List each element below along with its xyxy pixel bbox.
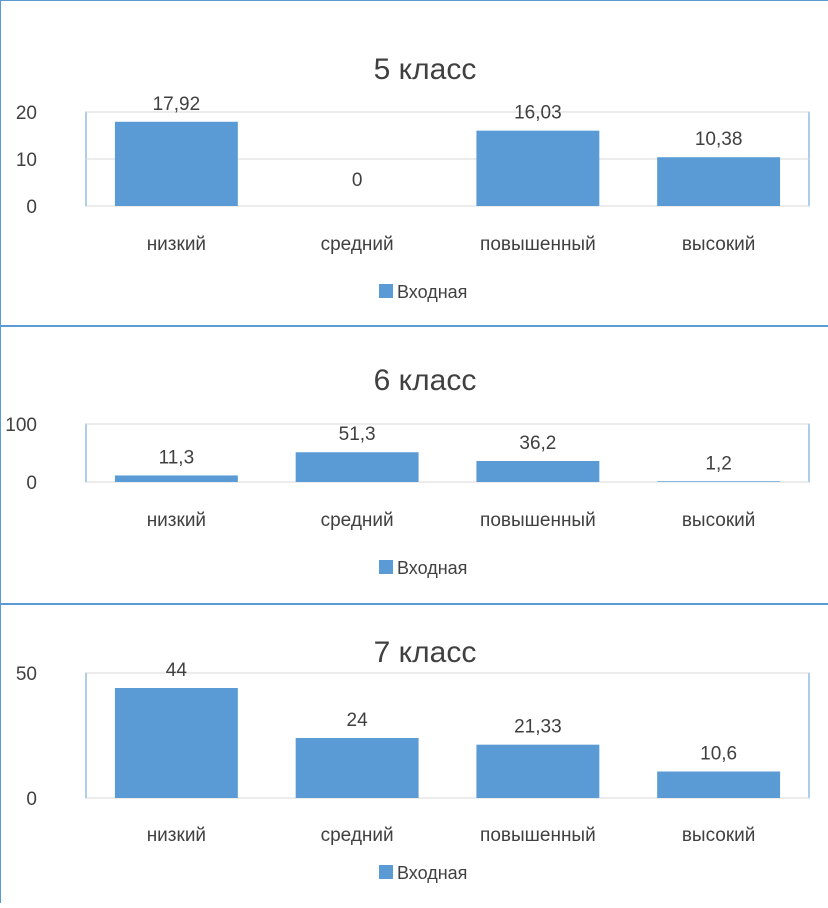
chart-panel-7-class: 7 класс 0 50 44 низкий 24 средний 21,33 повышенн…	[0, 605, 828, 903]
bar	[657, 481, 781, 482]
x-tick-label: повышенный	[480, 234, 596, 255]
x-tick-label: средний	[321, 510, 394, 531]
x-tick-label: высокий	[682, 510, 756, 531]
chart-panel-6-class: 6 класс 0 100 11,3 низкий 51,3 средний 36,2 повы…	[0, 327, 828, 605]
x-tick-label: повышенный	[480, 825, 596, 846]
bar	[657, 157, 781, 206]
chart-5-class: 5 класс 0 10 20 17,92 низкий 0 средний 16,03 повы…	[16, 53, 810, 302]
data-label: 21,33	[514, 717, 562, 738]
data-label: 16,03	[514, 103, 562, 124]
data-label: 36,2	[519, 433, 556, 454]
x-tick-label: высокий	[682, 234, 756, 255]
y-tick-label: 100	[5, 415, 37, 436]
chart-panel-5-class: 5 класс 0 10 20 17,92 низкий 0 средний 16,03 повы…	[0, 0, 828, 327]
x-tick-label: низкий	[147, 234, 206, 255]
y-tick-label: 0	[26, 197, 37, 218]
x-tick-label: средний	[321, 825, 394, 846]
bar	[657, 771, 781, 798]
data-label: 10,38	[695, 129, 743, 150]
data-label: 17,92	[153, 94, 201, 115]
y-tick-label: 20	[16, 103, 37, 124]
plot-area-border	[85, 423, 810, 483]
data-label: 51,3	[339, 424, 376, 445]
y-tick-label: 50	[16, 664, 37, 685]
data-label: 1,2	[705, 453, 731, 474]
legend-label: Входная	[397, 863, 467, 883]
bar	[295, 738, 419, 798]
bar	[114, 121, 238, 206]
chart-title: 5 класс	[374, 53, 477, 86]
x-tick-label: высокий	[682, 825, 756, 846]
x-tick-label: низкий	[147, 510, 206, 531]
bar	[476, 744, 600, 798]
data-label: 11,3	[159, 447, 195, 468]
bar	[295, 452, 419, 482]
legend-swatch	[379, 284, 393, 298]
bar	[114, 688, 238, 798]
chart-title: 7 класс	[374, 636, 477, 669]
legend-swatch	[379, 560, 393, 574]
y-tick-label: 10	[16, 150, 37, 171]
legend-label: Входная	[397, 282, 467, 302]
data-label: 44	[166, 660, 188, 681]
data-label: 24	[347, 710, 369, 731]
x-tick-label: низкий	[147, 825, 206, 846]
y-tick-label: 0	[26, 473, 37, 494]
chart-7-class: 7 класс 0 50 44 низкий 24 средний 21,33 повышенн…	[16, 636, 810, 883]
legend-label: Входная	[397, 558, 467, 578]
x-tick-label: повышенный	[480, 510, 596, 531]
y-tick-label: 0	[26, 789, 37, 810]
data-label: 10,6	[700, 744, 737, 765]
chart-title: 6 класс	[374, 364, 477, 397]
bar	[114, 475, 238, 482]
data-label: 0	[352, 170, 363, 191]
legend-swatch	[379, 865, 393, 879]
x-tick-label: средний	[321, 234, 394, 255]
bar	[476, 461, 600, 482]
chart-6-class: 6 класс 0 100 11,3 низкий 51,3 средний 36,2 повы…	[5, 364, 810, 578]
bar	[476, 130, 600, 206]
